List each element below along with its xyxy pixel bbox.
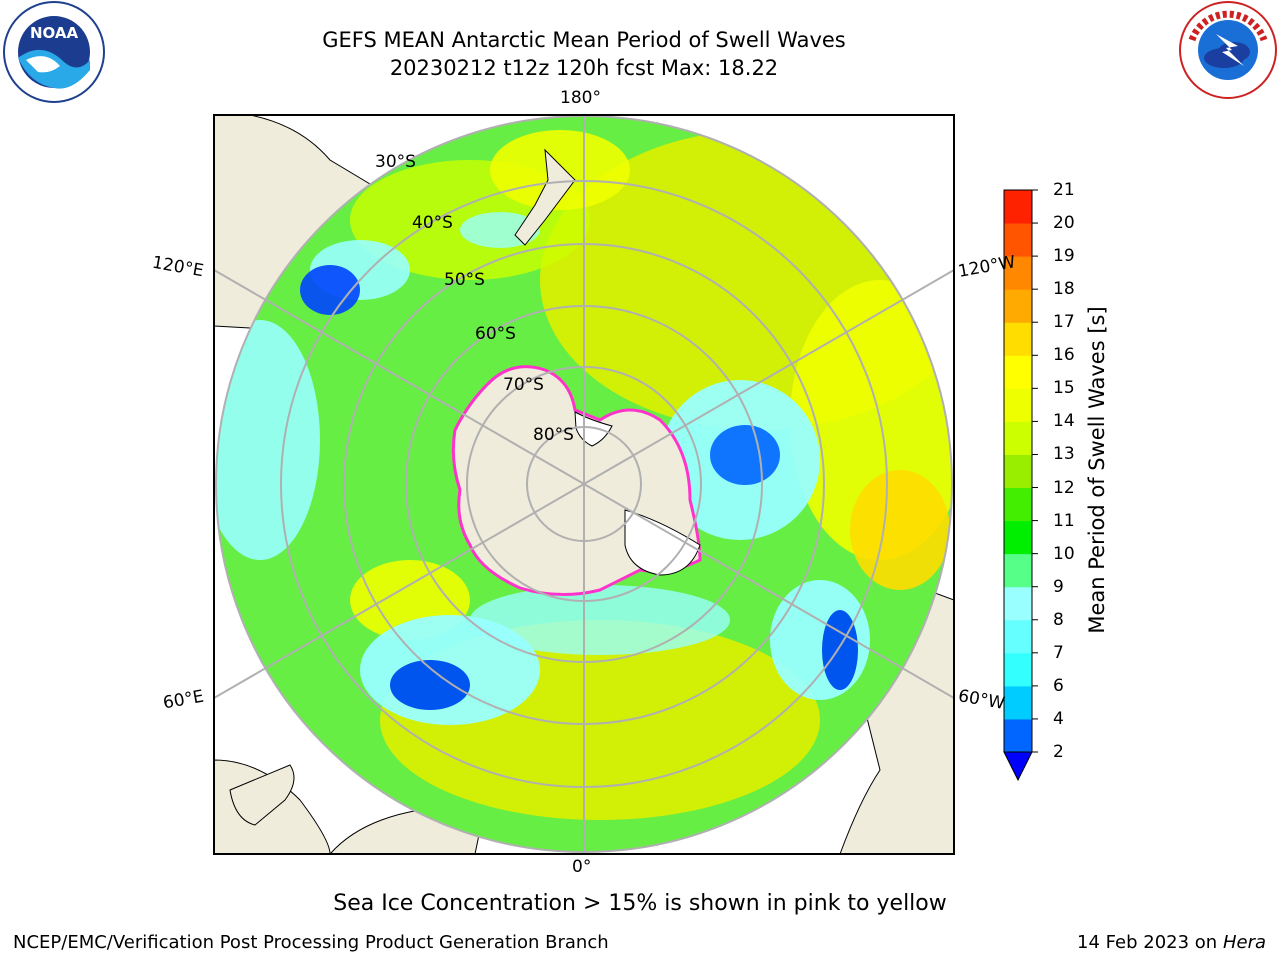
colorbar-label: Mean Period of Swell Waves [s] [1085, 306, 1109, 634]
colorbar-segment [1004, 190, 1032, 224]
sea-ice-note: Sea Ice Concentration > 15% is shown in … [333, 891, 947, 916]
colorbar-segment [1004, 553, 1032, 588]
colorbar-segment [1004, 619, 1032, 654]
colorbar-border [1003, 189, 1033, 753]
chart-title: GEFS MEAN Antarctic Mean Period of Swell… [322, 28, 846, 52]
weddell-ice-shelf [624, 509, 701, 576]
machine-name: Hera [1222, 932, 1266, 953]
lat-label-50s: 50°S [444, 270, 485, 290]
colorbar-tick-label: 18 [1053, 279, 1075, 300]
colorbar-tick-label: 8 [1053, 609, 1064, 630]
colorbar-tick-label: 4 [1053, 708, 1064, 729]
date-text: 14 Feb 2023 on [1077, 932, 1218, 953]
colorbar-segment [1004, 256, 1032, 290]
colorbar-tick-label: 17 [1053, 312, 1075, 333]
colorbar-segment [1004, 421, 1032, 455]
colorbar-segment [1004, 652, 1032, 687]
colorbar-tick-label: 12 [1053, 477, 1075, 498]
lat-label-30s: 30°S [375, 152, 416, 172]
credit-text: NCEP/EMC/Verification Post Processing Pr… [13, 932, 609, 953]
noaa-logo-icon: NOAA [3, 1, 105, 103]
nws-logo-icon [1179, 1, 1277, 99]
colorbar-tick-label: 7 [1053, 642, 1064, 663]
colorbar-tick-label: 2 [1053, 742, 1064, 762]
colorbar-tick-label: 13 [1053, 444, 1075, 465]
lat-label-70s: 70°S [503, 375, 544, 395]
colorbar [1003, 189, 1038, 782]
colorbar-segment [1004, 322, 1032, 356]
chart-subtitle: 20230212 t12z 120h fcst Max: 18.22 [389, 56, 779, 80]
colorbar-tick-label: 10 [1053, 543, 1075, 564]
noaa-logo-text: NOAA [30, 24, 79, 42]
lat-label-40s: 40°S [412, 213, 453, 233]
colorbar-tick-label: 20 [1053, 213, 1075, 234]
lat-label-60s: 60°S [475, 324, 516, 344]
new-zealand-landmass [514, 148, 576, 246]
colorbar-tick-label: 19 [1053, 246, 1075, 267]
lat-label-80s: 80°S [533, 425, 574, 445]
colorbar-tick-label: 6 [1053, 675, 1064, 696]
colorbar-tick-label: 21 [1053, 180, 1075, 200]
colorbar-segment [1004, 355, 1032, 389]
lon-label-0: 0° [572, 857, 592, 877]
colorbar-segment [1004, 718, 1032, 753]
madagascar-landmass [229, 764, 295, 826]
colorbar-tick-label: 14 [1053, 411, 1075, 432]
map-frame-border [213, 114, 955, 855]
colorbar-segment [1004, 388, 1032, 422]
colorbar-segment [1004, 520, 1032, 555]
colorbar-tick-label: 16 [1053, 345, 1075, 366]
colorbar-extend-triangle [1003, 751, 1033, 782]
colorbar-segment [1004, 487, 1032, 522]
lon-label-180: 180° [560, 88, 601, 108]
colorbar-segment [1004, 685, 1032, 720]
date-stamp: 14 Feb 2023 on Hera [1077, 932, 1266, 953]
colorbar-segment [1004, 586, 1032, 621]
colorbar-segment [1004, 223, 1032, 257]
colorbar-tick-label: 15 [1053, 378, 1075, 399]
colorbar-tick-label: 9 [1053, 576, 1064, 597]
colorbar-tick-label: 11 [1053, 510, 1075, 531]
colorbar-segment [1004, 454, 1032, 489]
colorbar-segment [1004, 289, 1032, 323]
